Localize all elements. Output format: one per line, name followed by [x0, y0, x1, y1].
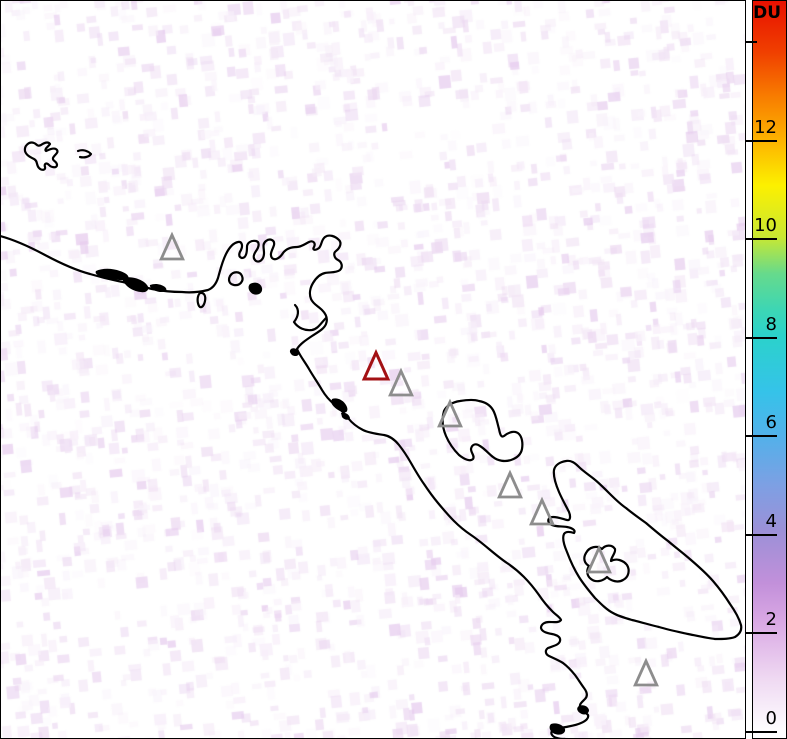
triangle-marker-2 — [361, 348, 391, 381]
colorbar-tick — [746, 238, 777, 240]
triangle-marker-1 — [159, 231, 185, 261]
colorbar-tick — [746, 337, 777, 339]
colorbar-tick — [746, 632, 777, 634]
coastline-islet-northwest — [76, 149, 93, 159]
colorbar: DU 12 10 8 6 4 2 0 — [746, 0, 787, 739]
islet — [149, 283, 167, 292]
islet — [549, 723, 566, 735]
colorbar-tick — [746, 140, 777, 142]
triangle-marker-7 — [586, 544, 612, 574]
colorbar-tick — [746, 731, 777, 733]
coastline-small-island-1 — [227, 271, 244, 287]
colorbar-units-label: DU — [753, 3, 781, 23]
colorbar-tick-label: 6 — [765, 412, 777, 433]
islet — [289, 348, 299, 357]
colorbar-tick-label: 10 — [754, 215, 777, 236]
coastline-island-center — [441, 398, 524, 463]
colorbar-minor-tick — [746, 41, 757, 43]
colorbar-tick-label: 0 — [765, 708, 777, 729]
map-panel — [0, 0, 746, 739]
triangle-marker-5 — [497, 469, 523, 499]
coastline-layer — [1, 141, 743, 738]
triangle-marker-6 — [529, 496, 555, 526]
colorbar-tick-label: 12 — [754, 117, 777, 138]
islet — [248, 282, 263, 295]
colorbar-tick-label: 2 — [765, 609, 777, 630]
colorbar-tick — [746, 534, 777, 536]
islet — [331, 398, 348, 413]
coastline-inner-bay — [292, 303, 328, 332]
triangle-marker-3 — [388, 367, 414, 397]
colorbar-tick-label: 8 — [765, 314, 777, 335]
colorbar-tick — [746, 435, 777, 437]
islet — [95, 268, 129, 281]
islet — [577, 705, 589, 715]
coastline-small-island-2 — [196, 291, 207, 309]
triangle-marker-4 — [437, 398, 463, 428]
coastline-mainland — [1, 234, 590, 738]
islet — [122, 277, 149, 293]
coastline-island-east — [547, 459, 743, 641]
coastline-island-northwest — [23, 141, 59, 171]
colorbar-tick-label: 4 — [765, 511, 777, 532]
background-noise-canvas — [1, 1, 745, 738]
islet — [341, 412, 350, 420]
triangle-marker-8 — [633, 657, 659, 687]
